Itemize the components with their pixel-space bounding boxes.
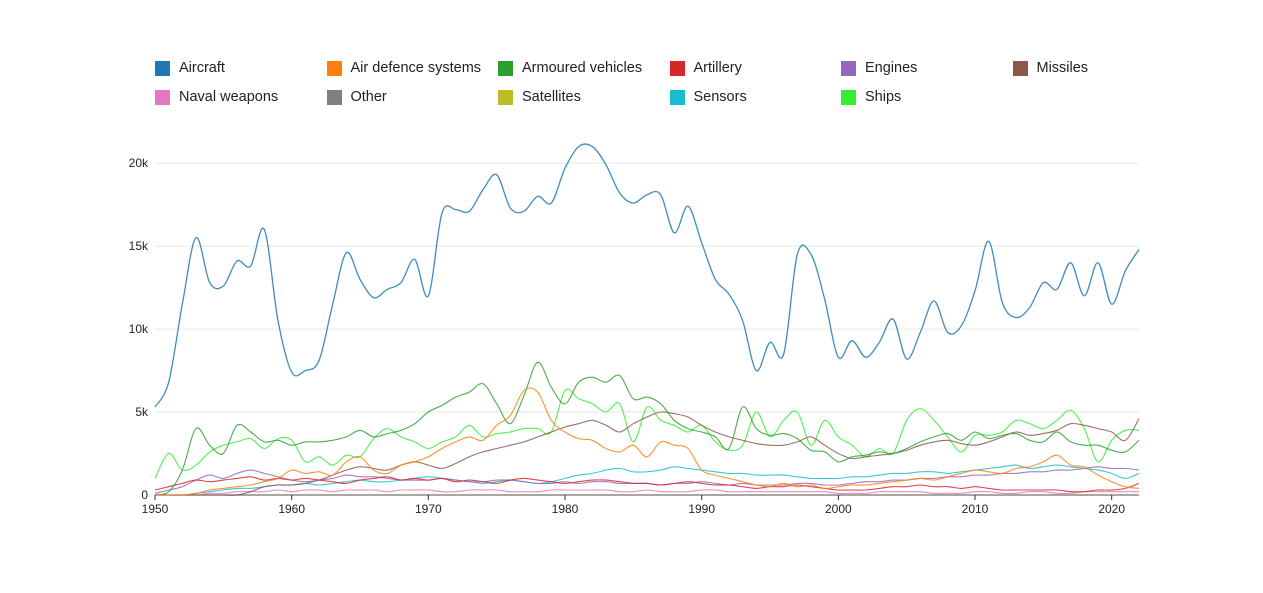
x-tick-label: 1960 bbox=[278, 502, 305, 516]
legend-label: Armoured vehicles bbox=[522, 60, 643, 76]
legend-swatch bbox=[498, 89, 513, 105]
x-tick-label: 2020 bbox=[1098, 502, 1125, 516]
legend-swatch bbox=[155, 60, 170, 76]
legend-item-air-defence-systems[interactable]: Air defence systems bbox=[326, 60, 482, 76]
legend-label: Aircraft bbox=[179, 60, 225, 76]
legend-item-armoured-vehicles[interactable]: Armoured vehicles bbox=[498, 60, 642, 76]
legend-swatch bbox=[841, 60, 856, 76]
gridlines bbox=[155, 162, 1139, 496]
series-line-armoured-vehicles[interactable] bbox=[154, 361, 1140, 496]
y-tick-label: 5k bbox=[135, 405, 149, 419]
y-tick-label: 0 bbox=[141, 488, 148, 502]
legend-item-missiles[interactable]: Missiles bbox=[1012, 60, 1089, 76]
legend-swatch bbox=[1012, 60, 1028, 76]
legend-swatch bbox=[326, 60, 342, 76]
legend-swatch bbox=[498, 60, 513, 76]
legend-swatch bbox=[326, 89, 342, 105]
series-line-engines[interactable] bbox=[154, 466, 1140, 494]
legend-item-other[interactable]: Other bbox=[326, 89, 387, 105]
x-tick-label: 2010 bbox=[962, 502, 989, 516]
series-line-aircraft[interactable] bbox=[154, 143, 1140, 408]
y-tick-label: 10k bbox=[129, 322, 149, 336]
legend-item-artillery[interactable]: Artillery bbox=[669, 60, 742, 76]
legend-item-aircraft[interactable]: Aircraft bbox=[155, 60, 225, 76]
legend-swatch bbox=[669, 60, 685, 76]
legend-label: Naval weapons bbox=[179, 89, 279, 105]
axes: 0 5k 10k 15k 20k 1950 1960 1970 1980 1990 2000 2010… bbox=[129, 156, 1126, 516]
legend-label: Missiles bbox=[1036, 60, 1089, 76]
legend-label: Air defence systems bbox=[350, 60, 482, 76]
legend-item-engines[interactable]: Engines bbox=[841, 60, 917, 76]
x-tick-label: 1990 bbox=[688, 502, 715, 516]
legend-swatch bbox=[155, 89, 170, 105]
series-line-naval-weapons[interactable] bbox=[155, 489, 1139, 496]
series-lines bbox=[154, 143, 1140, 496]
series-line-ships[interactable] bbox=[154, 388, 1140, 479]
y-tick-label: 15k bbox=[129, 239, 149, 253]
legend-label: Other bbox=[350, 89, 387, 105]
x-tick-label: 2000 bbox=[825, 502, 852, 516]
legend-swatch bbox=[669, 89, 685, 105]
legend-item-ships[interactable]: Ships bbox=[841, 89, 901, 105]
x-tick-label: 1980 bbox=[552, 502, 579, 516]
x-tick-label: 1950 bbox=[142, 502, 169, 516]
y-tick-label: 20k bbox=[129, 156, 149, 170]
legend-label: Engines bbox=[865, 60, 918, 76]
series-line-air-defence-systems[interactable] bbox=[155, 387, 1140, 496]
legend-item-satellites[interactable]: Satellites bbox=[498, 89, 581, 105]
legend-label: Sensors bbox=[693, 89, 747, 105]
legend-item-sensors[interactable]: Sensors bbox=[669, 89, 747, 105]
series-line-missiles[interactable] bbox=[155, 411, 1140, 496]
x-tick-label: 1970 bbox=[415, 502, 442, 516]
series-line-artillery[interactable] bbox=[154, 476, 1140, 493]
legend-item-naval-weapons[interactable]: Naval weapons bbox=[155, 89, 278, 105]
legend-swatch bbox=[841, 89, 856, 105]
legend-label: Ships bbox=[865, 89, 902, 105]
legend-label: Satellites bbox=[522, 89, 581, 105]
legend-label: Artillery bbox=[693, 60, 742, 76]
